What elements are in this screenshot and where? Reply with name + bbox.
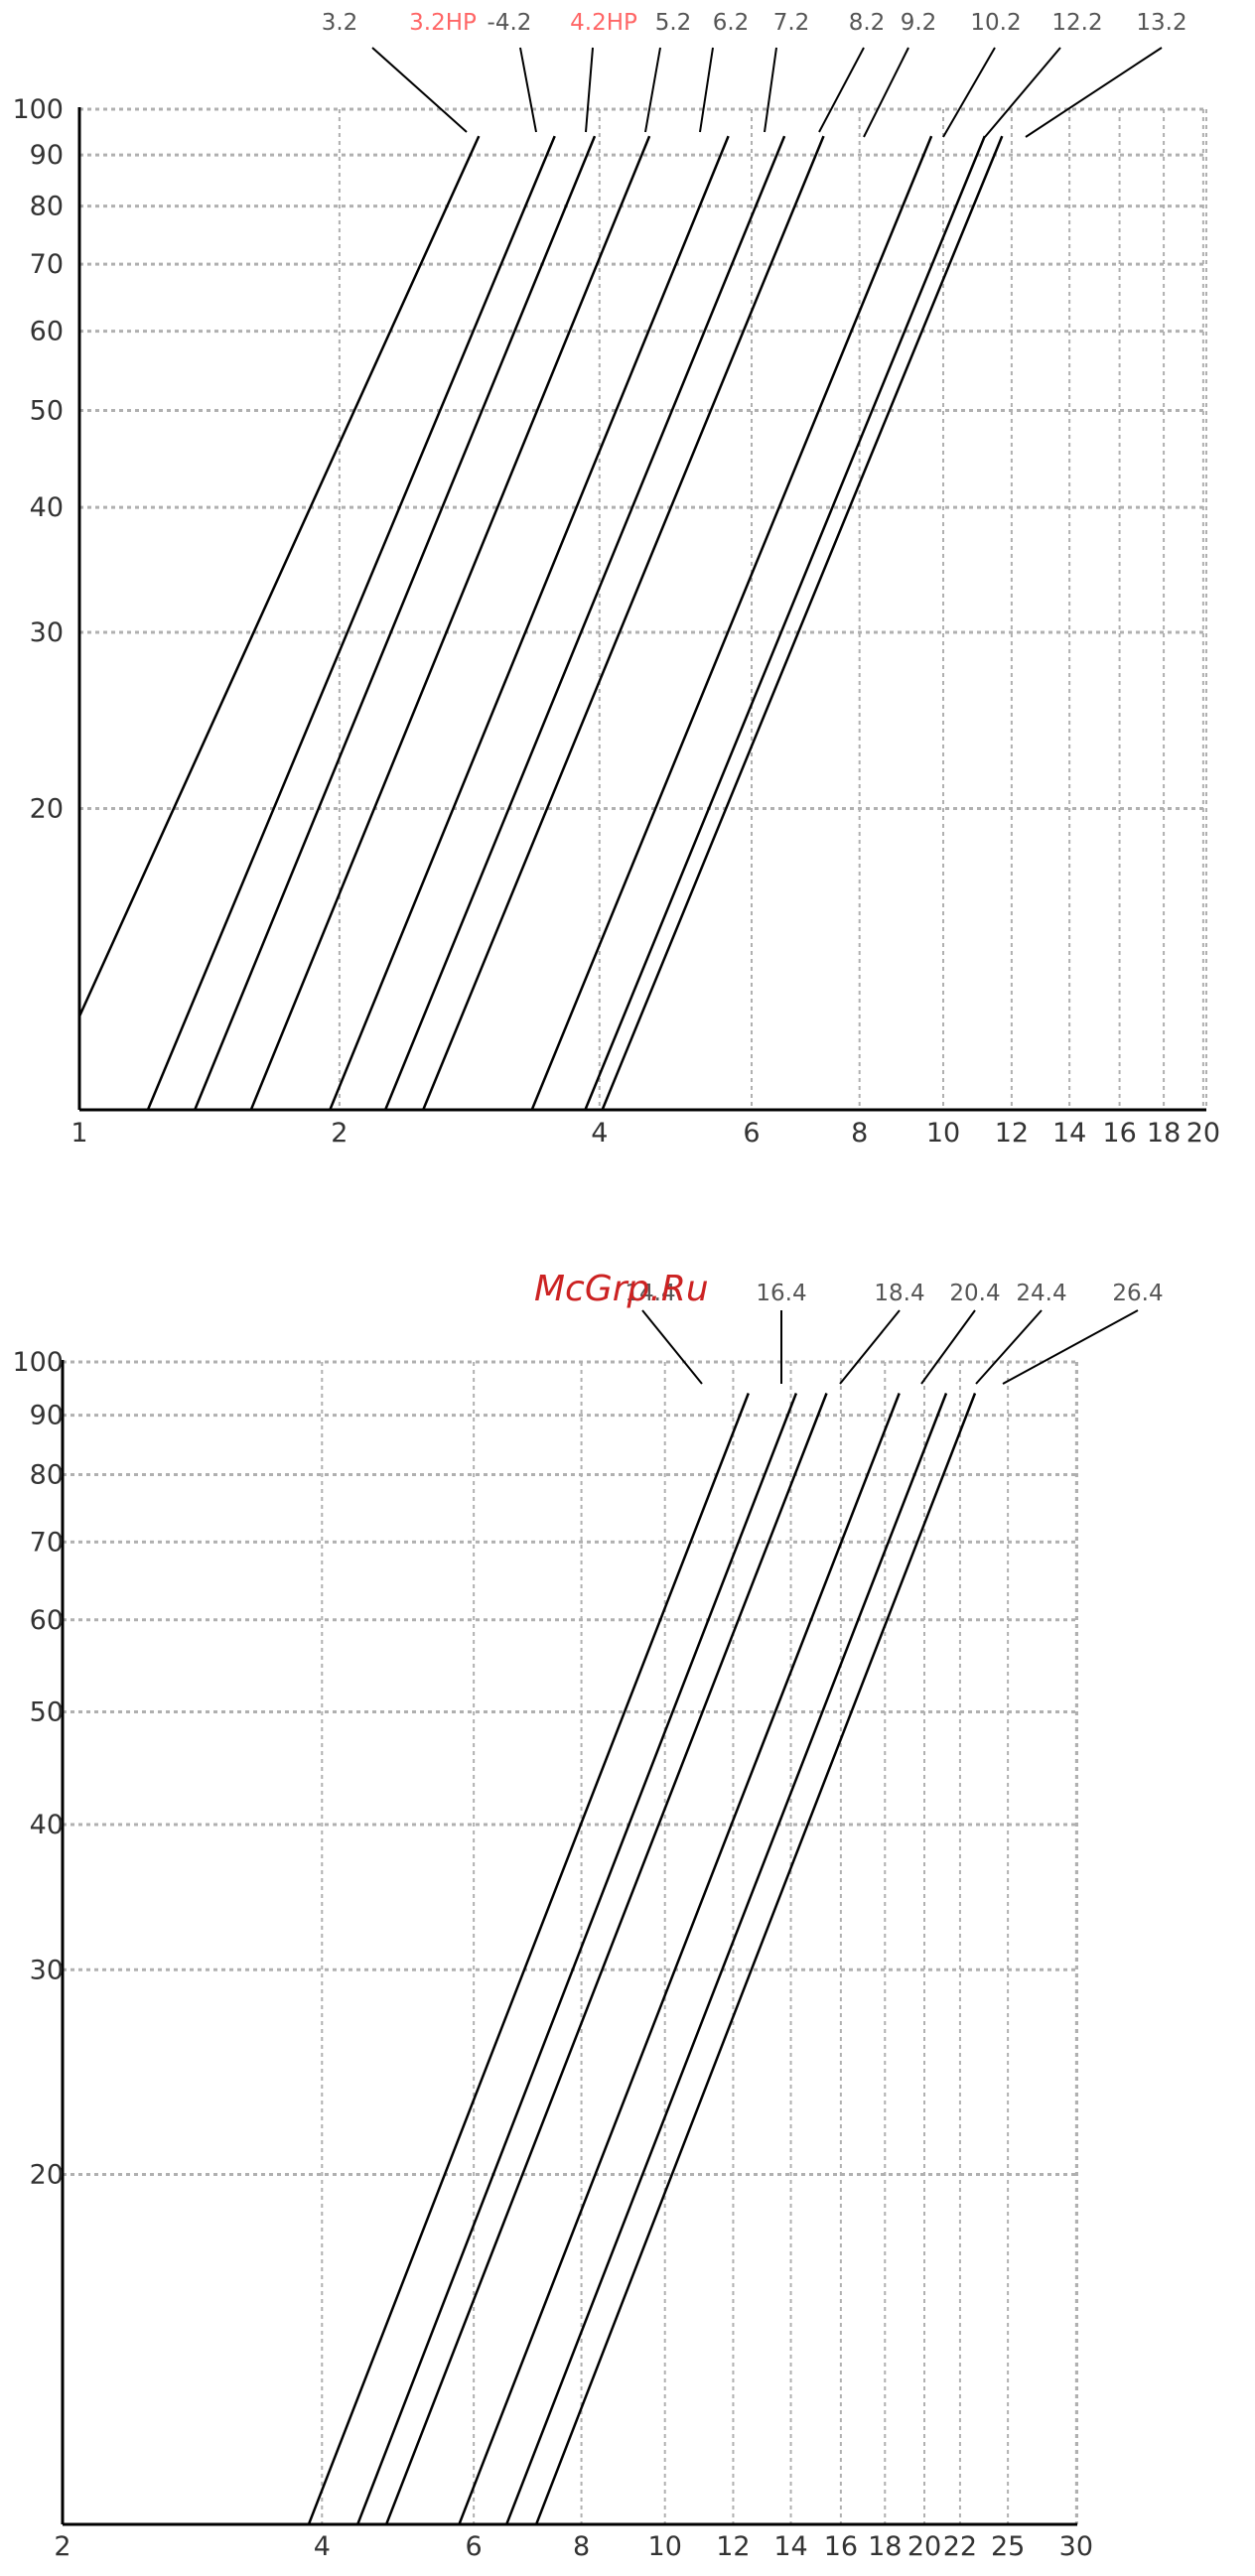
x-tick-label: 20 xyxy=(907,2531,941,2562)
x-tick-label: 14 xyxy=(773,2531,807,2562)
series-line xyxy=(422,135,825,1111)
y-tick-label: 70 xyxy=(30,249,64,280)
series-line xyxy=(329,135,730,1111)
y-tick-label: 40 xyxy=(30,1810,64,1840)
series-line xyxy=(458,1393,901,2525)
series-leader-line xyxy=(818,47,865,133)
y-tick-label: 60 xyxy=(30,317,64,347)
series-leader-line xyxy=(942,47,996,138)
x-tick-label: 2 xyxy=(331,1118,348,1149)
x-tick-label: 22 xyxy=(943,2531,977,2562)
series-leader-line xyxy=(984,47,1061,138)
y-tick-label: 20 xyxy=(30,794,64,825)
series-line xyxy=(584,135,986,1111)
series-leader-line xyxy=(1002,1309,1139,1385)
series-leader-line xyxy=(920,1309,976,1385)
x-tick-label: 1 xyxy=(70,1118,87,1149)
y-tick-label: 40 xyxy=(30,492,64,523)
x-tick-label: 14 xyxy=(1052,1118,1086,1149)
x-tick-label: 18 xyxy=(1147,1118,1181,1149)
series-label: 24.4 xyxy=(1016,1281,1066,1306)
series-label: 10.2 xyxy=(970,10,1021,36)
x-tick-label: 12 xyxy=(716,2531,750,2562)
series-leader-line xyxy=(764,47,777,133)
y-tick-label: 90 xyxy=(30,1401,64,1431)
series-leader-line xyxy=(519,47,537,133)
series-label: 7.2 xyxy=(773,10,810,36)
y-tick-label: 100 xyxy=(12,94,64,125)
series-label: 13.2 xyxy=(1136,10,1186,36)
y-tick-label: 20 xyxy=(30,2159,64,2190)
series-label: 16.4 xyxy=(756,1281,806,1306)
series-leader-line xyxy=(699,47,714,133)
x-tick-label: 12 xyxy=(995,1118,1029,1149)
series-line xyxy=(146,135,556,1111)
y-tick-label: 90 xyxy=(30,140,64,171)
x-tick-label: 4 xyxy=(314,2531,331,2562)
series-label: 12.2 xyxy=(1051,10,1102,36)
series-line xyxy=(601,135,1004,1111)
series-line xyxy=(534,1393,977,2525)
series-leader-line xyxy=(839,1309,901,1385)
series-line xyxy=(505,1393,948,2525)
x-tick-label: 8 xyxy=(573,2531,590,2562)
series-leader-line xyxy=(644,47,661,133)
series-label: -4.2 xyxy=(488,10,532,36)
series-label: 6.2 xyxy=(713,10,750,36)
series-line xyxy=(77,135,481,1017)
y-tick-label: 30 xyxy=(30,617,64,648)
series-leader-line xyxy=(371,47,468,133)
series-label: 3.2 xyxy=(322,10,358,36)
y-tick-label: 60 xyxy=(30,1605,64,1636)
series-leader-line xyxy=(641,1309,703,1385)
series-label: 9.2 xyxy=(901,10,937,36)
series-label: 8.2 xyxy=(849,10,886,36)
x-tick-label: 16 xyxy=(1102,1118,1136,1149)
series-leader-line xyxy=(585,47,594,133)
x-tick-label: 10 xyxy=(648,2531,682,2562)
series-line xyxy=(307,1393,750,2525)
series-line xyxy=(384,1393,828,2525)
y-tick-label: 100 xyxy=(12,1347,64,1378)
x-tick-label: 30 xyxy=(1059,2531,1093,2562)
y-tick-label: 50 xyxy=(30,1697,64,1728)
y-tick-label: 50 xyxy=(30,395,64,426)
series-leader-line xyxy=(1025,47,1163,138)
y-tick-label: 70 xyxy=(30,1527,64,1558)
x-tick-label: 20 xyxy=(1186,1118,1220,1149)
series-label: 3.2HP xyxy=(409,10,477,36)
x-tick-label: 25 xyxy=(991,2531,1025,2562)
series-line xyxy=(356,1393,798,2525)
series-label: 14.4 xyxy=(625,1281,675,1306)
x-tick-label: 8 xyxy=(851,1118,868,1149)
series-line xyxy=(249,135,651,1111)
series-line xyxy=(194,135,597,1111)
watermark-text: McGrp.Ru xyxy=(534,1269,709,1309)
series-line xyxy=(383,135,786,1111)
series-label: 4.2HP xyxy=(570,10,637,36)
x-tick-label: 4 xyxy=(591,1118,608,1149)
series-leader-line xyxy=(863,47,909,138)
x-tick-label: 10 xyxy=(926,1118,960,1149)
x-tick-label: 2 xyxy=(54,2531,70,2562)
y-tick-label: 30 xyxy=(30,1955,64,1985)
series-line xyxy=(530,135,933,1111)
x-tick-label: 6 xyxy=(743,1118,760,1149)
series-label: 26.4 xyxy=(1112,1281,1163,1306)
x-tick-label: 6 xyxy=(466,2531,483,2562)
series-leader-line xyxy=(975,1309,1043,1385)
y-tick-label: 80 xyxy=(30,192,64,222)
series-label: 5.2 xyxy=(655,10,692,36)
series-label: 20.4 xyxy=(949,1281,1000,1306)
series-label: 18.4 xyxy=(874,1281,924,1306)
x-tick-label: 18 xyxy=(868,2531,902,2562)
y-tick-label: 80 xyxy=(30,1459,64,1490)
x-tick-label: 16 xyxy=(824,2531,858,2562)
